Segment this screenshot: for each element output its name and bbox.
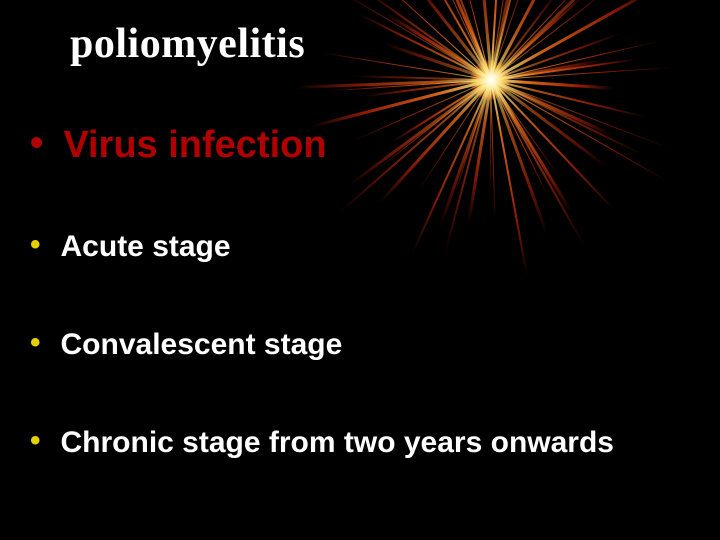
firework-ray bbox=[490, 80, 560, 178]
firework-ray bbox=[444, 80, 492, 255]
firework-ray bbox=[454, 80, 491, 196]
firework-ray bbox=[378, 79, 492, 204]
bullet-dot-icon: • bbox=[30, 328, 41, 358]
firework-ray bbox=[328, 80, 490, 92]
firework-ray bbox=[490, 79, 614, 210]
firework-ray bbox=[391, 79, 491, 143]
firework-ray bbox=[491, 79, 607, 168]
sub-bullet-text: Chronic stage from two years onwards bbox=[61, 426, 614, 461]
firework-ray bbox=[379, 80, 491, 169]
firework-ray bbox=[310, 79, 492, 129]
bullet-dot-icon: • bbox=[30, 426, 41, 456]
firework-ray bbox=[467, 80, 493, 224]
sub-bullet-row: • Acute stage bbox=[30, 230, 700, 265]
firework-ray bbox=[490, 80, 491, 191]
firework-ray bbox=[490, 67, 672, 81]
firework-ray bbox=[349, 79, 493, 186]
firework-ray bbox=[294, 79, 491, 89]
main-bullet-text: Virus infection bbox=[63, 124, 326, 168]
sub-bullet-row: • Convalescent stage bbox=[30, 328, 700, 363]
firework-ray bbox=[353, 75, 491, 81]
firework-ray bbox=[491, 79, 614, 90]
firework-ray bbox=[490, 80, 667, 182]
slide-content: poliomyelitis • Virus infection •Acute s… bbox=[0, 0, 720, 68]
firework-graphic bbox=[490, 80, 491, 81]
firework-ray bbox=[491, 79, 613, 137]
firework-ray bbox=[419, 80, 491, 191]
sub-bullet-text: Acute stage bbox=[61, 230, 231, 265]
firework-ray bbox=[490, 80, 496, 220]
firework-ray bbox=[364, 79, 491, 97]
firework-ray bbox=[490, 79, 572, 212]
firework-ray bbox=[490, 80, 548, 196]
firework-ray bbox=[411, 80, 492, 255]
firework-ray bbox=[490, 80, 670, 150]
bullet-dot-icon: • bbox=[30, 124, 43, 162]
firework-ray bbox=[339, 79, 492, 213]
firework-ray bbox=[439, 80, 493, 228]
sub-bullet-row: • Chronic stage from two years onwards bbox=[30, 426, 700, 461]
firework-ray bbox=[491, 79, 645, 118]
firework-ray bbox=[491, 79, 643, 155]
bullet-dot-icon: • bbox=[30, 230, 41, 260]
firework-ray bbox=[490, 80, 584, 246]
sub-bullet-text: Convalescent stage bbox=[61, 328, 343, 363]
slide-title: poliomyelitis bbox=[70, 20, 720, 68]
firework-ray bbox=[490, 79, 548, 235]
firework-ray bbox=[351, 80, 490, 143]
main-bullet-row: • Virus infection bbox=[30, 124, 327, 168]
